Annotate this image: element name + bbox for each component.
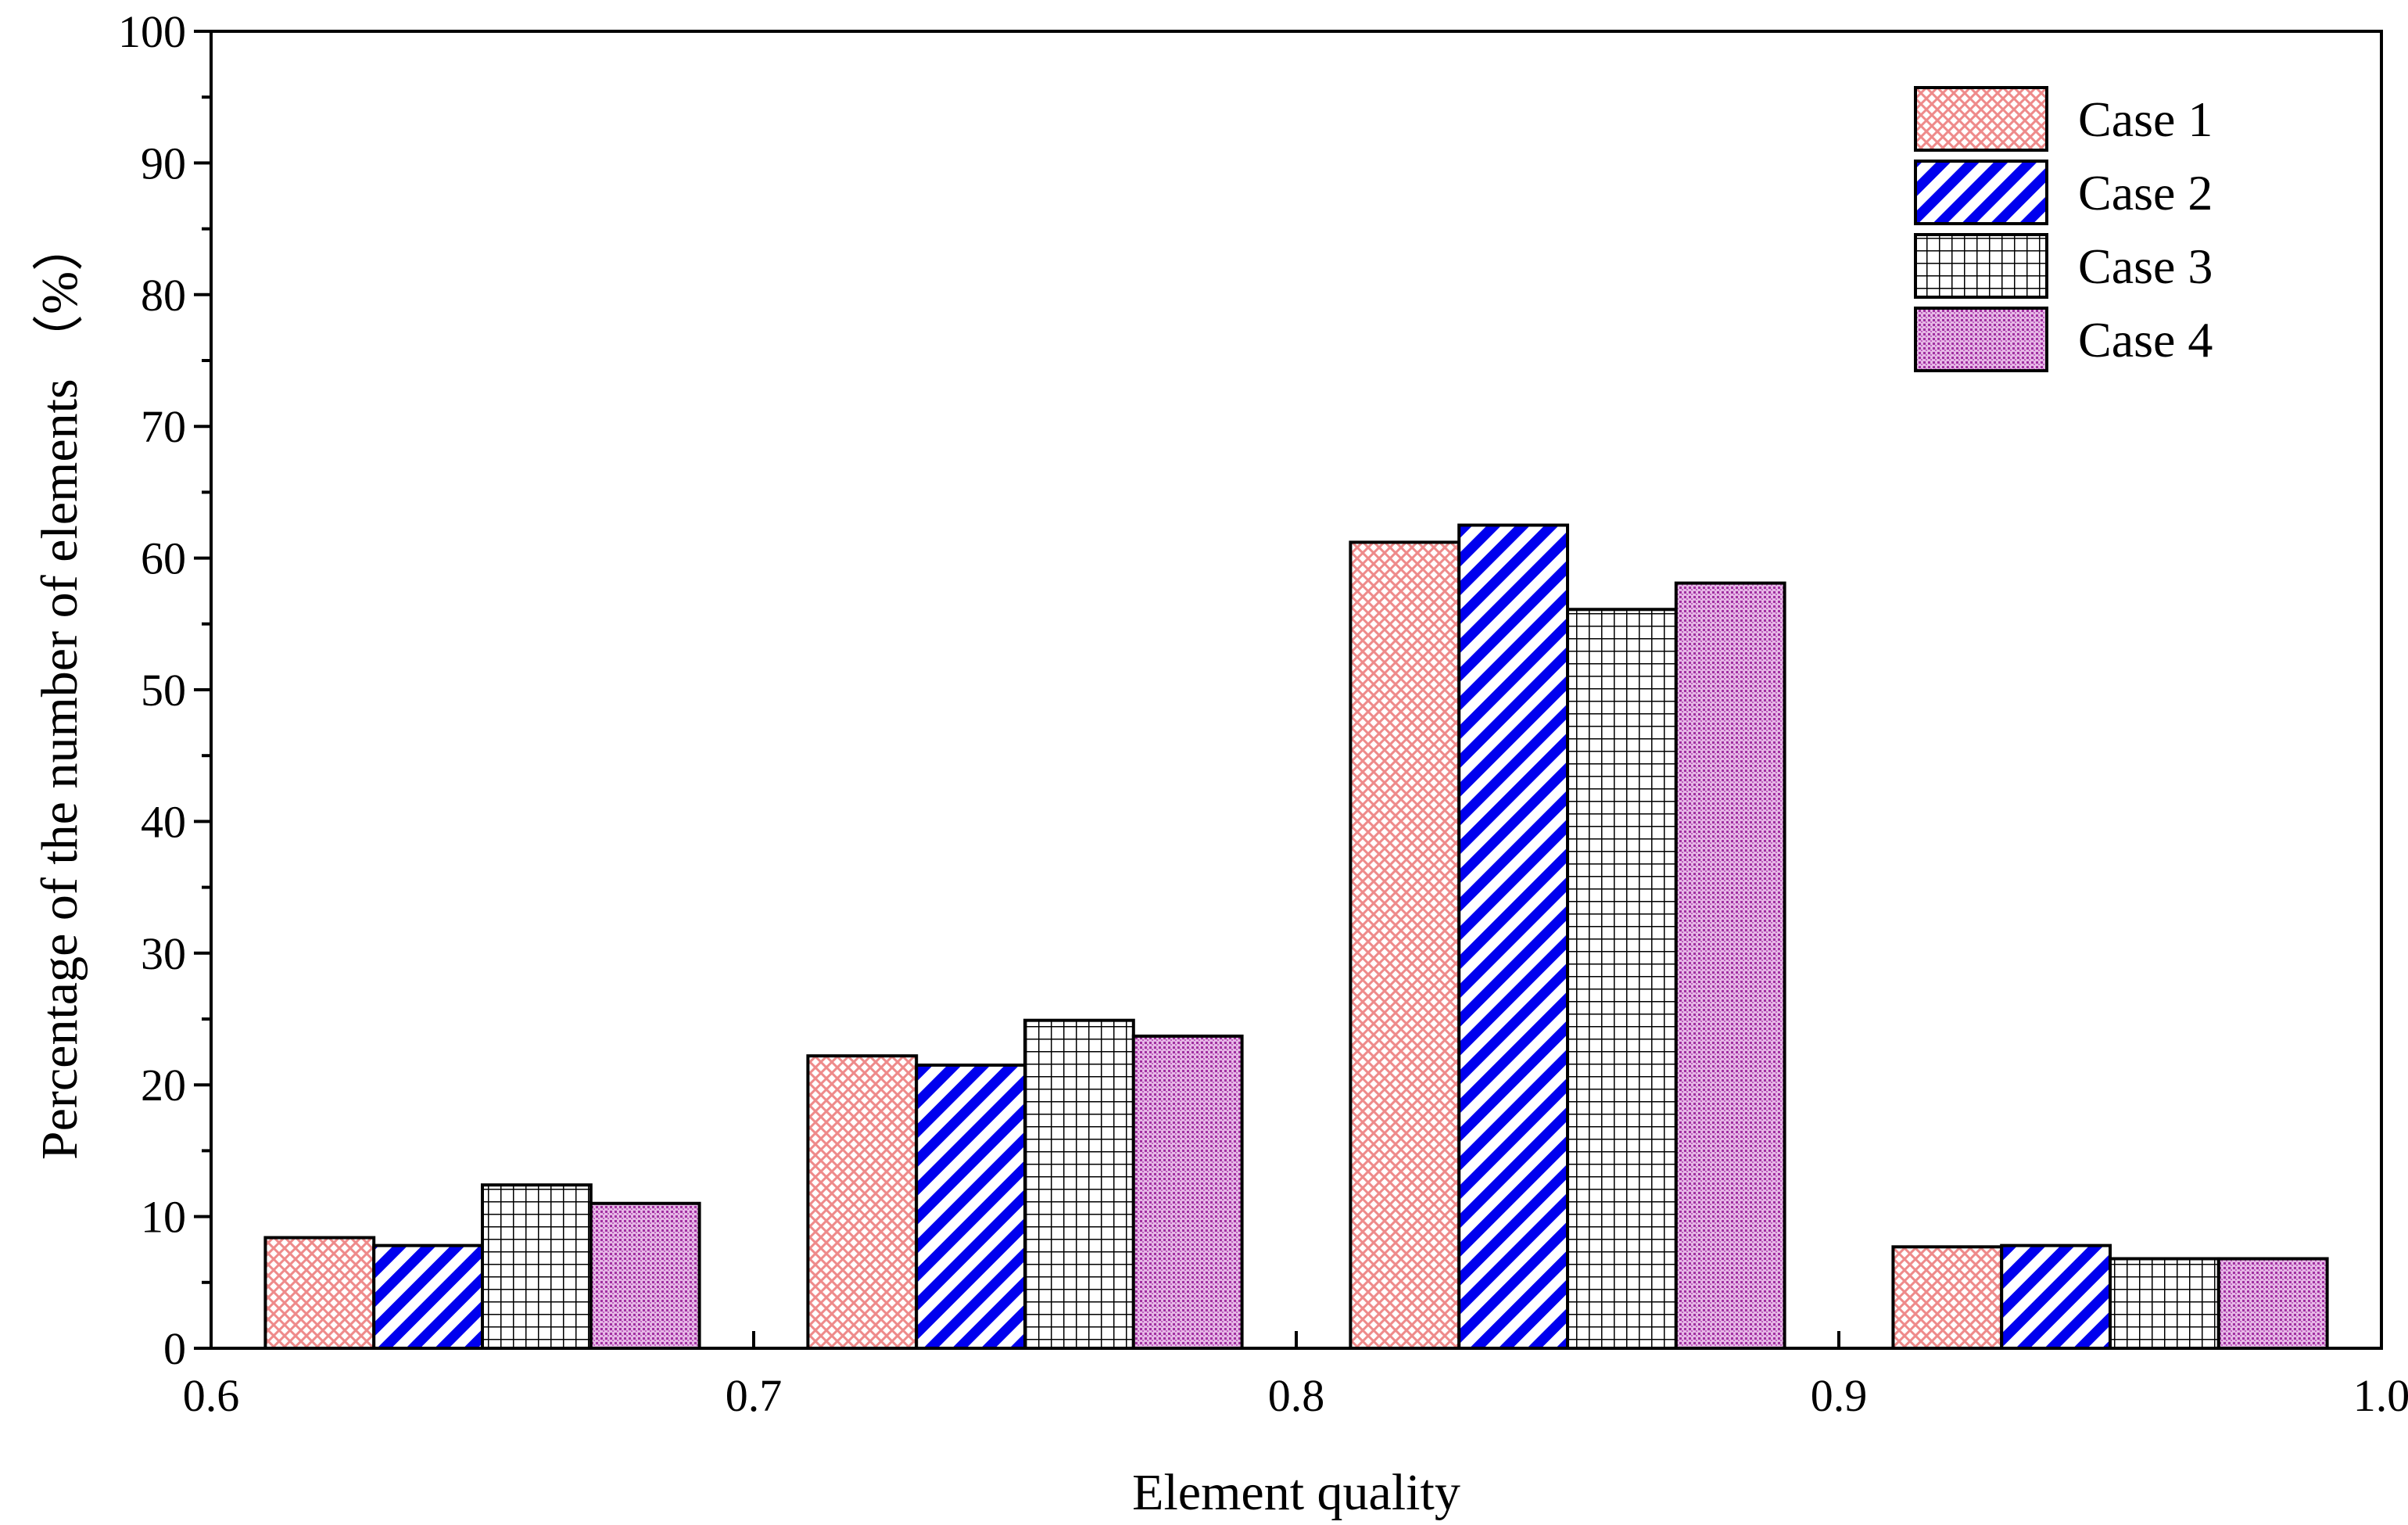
bar-case-2-0 <box>372 1243 485 1350</box>
legend: Case 1 Case 2 Case 3 Case 4 <box>1914 86 2213 372</box>
bar-case-1-2 <box>1349 540 1461 1351</box>
bar-case-4-0 <box>589 1201 701 1351</box>
y-tick-label: 10 <box>141 1192 186 1243</box>
legend-label-case-4: Case 4 <box>2078 312 2213 368</box>
legend-label-case-2: Case 2 <box>2078 165 2213 221</box>
legend-label-case-3: Case 3 <box>2078 239 2213 294</box>
bar-case-4-3 <box>2216 1257 2329 1351</box>
bar-case-1-1 <box>806 1054 919 1350</box>
legend-swatch-case-3 <box>1914 233 2048 299</box>
y-axis-title: Percentage of the number of elements （%） <box>31 220 88 1160</box>
y-tick-label: 80 <box>141 270 186 321</box>
x-tick-label: 0.8 <box>1268 1370 1325 1421</box>
y-tick-label: 100 <box>118 6 186 57</box>
y-tick-label: 0 <box>163 1323 186 1374</box>
bar-case-1-3 <box>1891 1245 2004 1351</box>
x-tick-label: 0.9 <box>1811 1370 1868 1421</box>
bar-case-3-0 <box>481 1183 593 1350</box>
y-tick-label: 20 <box>141 1060 186 1111</box>
legend-label-case-1: Case 1 <box>2078 92 2213 147</box>
y-tick-label: 30 <box>141 928 186 979</box>
x-tick-label: 1.0 <box>2353 1370 2408 1421</box>
bar-case-1-0 <box>263 1236 376 1350</box>
bar-case-4-2 <box>1674 581 1786 1350</box>
bar-case-2-1 <box>915 1063 1027 1350</box>
y-tick-label: 70 <box>141 401 186 452</box>
y-tick-label: 40 <box>141 796 186 847</box>
legend-swatch-case-2 <box>1914 160 2048 225</box>
bar-case-3-1 <box>1023 1018 1135 1350</box>
bars-layer <box>263 523 2329 1351</box>
legend-swatch-case-1 <box>1914 86 2048 152</box>
x-tick-label: 0.7 <box>726 1370 783 1421</box>
bar-case-4-1 <box>1131 1034 1244 1350</box>
bar-case-2-2 <box>1457 523 1569 1350</box>
plot-frame <box>210 30 2383 1350</box>
y-tick-label: 60 <box>141 533 186 584</box>
x-axis-title: Element quality <box>1132 1464 1460 1521</box>
axes-layer: 0 10 20 30 40 50 60 70 80 90 100 0.6 0.7 0.8 0.9 1.0 Ele… <box>31 6 2408 1521</box>
bar-case-2-3 <box>2000 1243 2112 1350</box>
legend-swatch-case-4 <box>1914 307 2048 372</box>
x-tick-label: 0.6 <box>183 1370 240 1421</box>
y-tick-label: 90 <box>141 138 186 188</box>
bar-case-3-3 <box>2109 1257 2220 1351</box>
y-tick-label: 50 <box>141 665 186 716</box>
bar-case-3-2 <box>1566 608 1678 1350</box>
